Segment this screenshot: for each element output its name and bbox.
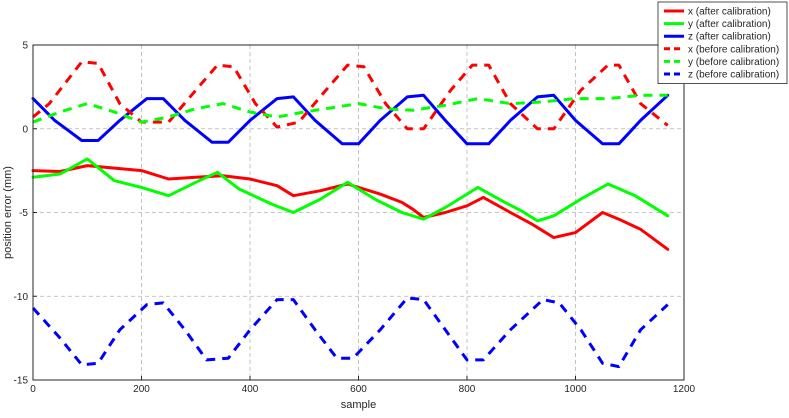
x-tick-label: 800: [459, 384, 476, 395]
y-tick-label: -10: [14, 292, 29, 303]
series-line-0: [31, 164, 670, 251]
legend-box: [657, 1, 788, 84]
x-tick-label: 200: [133, 384, 150, 395]
y-tick-label: 5: [22, 41, 28, 52]
y-tick-label: -15: [14, 376, 29, 387]
x-axis-label: sample: [341, 399, 376, 411]
legend-entry-label: x (before calibration): [688, 44, 779, 55]
x-tick-label: 600: [350, 384, 367, 395]
legend-entry-label: y (after calibration): [688, 19, 771, 30]
series-line-1: [31, 157, 670, 223]
series-line-5: [31, 296, 669, 369]
y-tick-label: -5: [19, 208, 28, 219]
series-line-4: [32, 93, 668, 124]
x-tick-label: 1200: [673, 384, 696, 395]
x-tick-label: 400: [242, 384, 259, 395]
legend-entry-label: y (before calibration): [688, 57, 779, 68]
series-lines: [31, 60, 670, 369]
legend-entry-label: z (after calibration): [688, 32, 771, 43]
legend: x (after calibration)y (after calibratio…: [657, 1, 788, 84]
y-axis-label: position error (mm): [2, 166, 14, 259]
axis-ticks: 0 200 400 600 800 1000 1200 -15 -10 -5 0 5: [14, 41, 696, 396]
legend-entry-label: z (before calibration): [688, 70, 779, 81]
legend-entry-label: x (after calibration): [688, 7, 771, 18]
series-line-2: [31, 93, 670, 146]
x-tick-label: 1000: [564, 384, 587, 395]
grid-lines: [33, 45, 684, 380]
y-tick-label: 0: [22, 124, 28, 135]
x-tick-label: 0: [30, 384, 36, 395]
